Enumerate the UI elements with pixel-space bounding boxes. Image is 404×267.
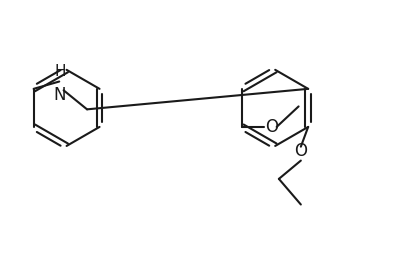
Text: O: O — [265, 118, 278, 136]
Text: H: H — [54, 64, 66, 78]
Text: N: N — [54, 86, 66, 104]
Text: O: O — [295, 142, 307, 160]
